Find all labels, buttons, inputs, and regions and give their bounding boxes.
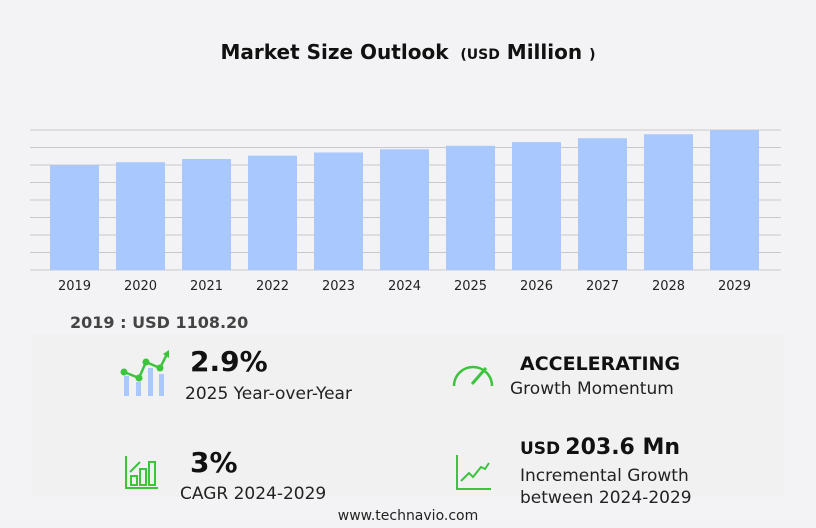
bar-2026 (512, 142, 561, 270)
unit-label: (USD (460, 47, 500, 63)
x-tick-label: 2023 (322, 279, 355, 294)
stats-panel (32, 334, 784, 496)
incremental-label-1: Incremental Growth (520, 466, 689, 486)
x-tick-label: 2021 (190, 279, 223, 294)
chart-title: Market Size Outlook (USD Million ) (220, 40, 596, 64)
x-tick-label: 2019 (58, 279, 91, 294)
x-tick-label: 2020 (124, 279, 157, 294)
incremental-label-2: between 2024-2029 (520, 488, 692, 508)
x-tick-label: 2027 (586, 279, 619, 294)
growth-bars-icon (125, 456, 158, 489)
base-year-value: 2019 : USD 1108.20 (70, 313, 249, 332)
bar-2024 (380, 149, 429, 270)
cagr-value: 3% (190, 446, 238, 479)
bar-2021 (182, 159, 231, 270)
x-tick-label: 2025 (454, 279, 487, 294)
x-tick-label: 2029 (718, 279, 751, 294)
bar-2020 (116, 162, 165, 270)
cagr-label: CAGR 2024-2029 (180, 484, 327, 504)
footer-url: www.technavio.com (337, 508, 479, 524)
bar-2027 (578, 138, 627, 270)
momentum-value: ACCELERATING (520, 353, 681, 375)
trend-line-icon (456, 455, 491, 490)
bar-2019 (50, 165, 99, 270)
x-tick-label: 2022 (256, 279, 289, 294)
x-tick-label: 2026 (520, 279, 553, 294)
yoy-value: 2.9% (190, 345, 268, 378)
momentum-label: Growth Momentum (510, 379, 674, 399)
bar-2023 (314, 152, 363, 270)
bar-2029 (710, 130, 759, 270)
x-tick-label: 2028 (652, 279, 685, 294)
x-tick-label: 2024 (388, 279, 421, 294)
speedometer-icon (452, 365, 494, 387)
bar-2028 (644, 134, 693, 270)
line-bar-chart-icon (120, 350, 169, 396)
bar-2022 (248, 155, 297, 270)
bar-chart: 2019 2020 2021 2022 2023 2024 2025 2026 2027 2028… (30, 129, 781, 294)
bar-2025 (446, 145, 495, 270)
incremental-value: USD 203.6 Mn (520, 435, 681, 460)
yoy-label: 2025 Year-over-Year (185, 384, 352, 404)
